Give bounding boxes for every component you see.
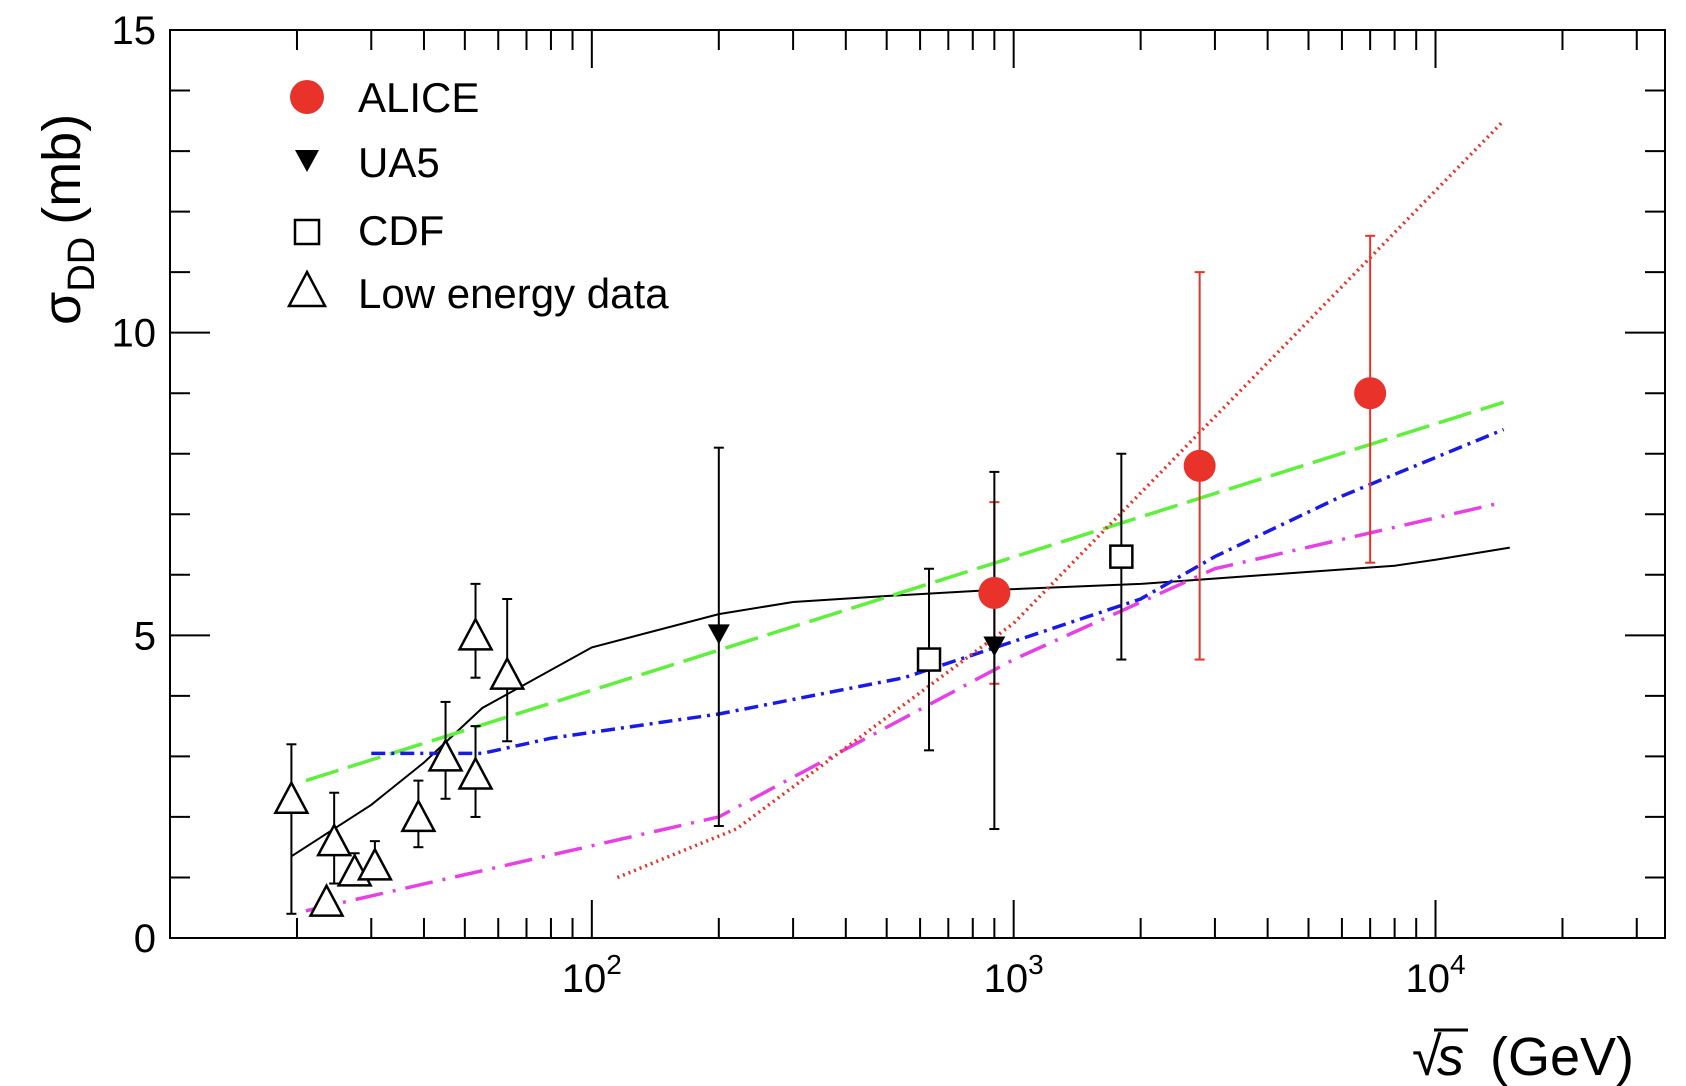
legend: ALICE UA5 CDF Low energy data — [286, 74, 669, 317]
x-tick-label-exponent: 4 — [1450, 949, 1466, 980]
point-low-energy-data — [273, 780, 310, 815]
point-ua5 — [983, 636, 1006, 657]
legend-label-alice: ALICE — [358, 74, 479, 121]
x-tick-label: 103 — [984, 949, 1044, 1001]
point-low-energy-data — [400, 798, 437, 833]
x-axis-ticks — [169, 30, 1638, 938]
point-low-energy-data — [427, 737, 464, 772]
legend-marker-ua5 — [295, 150, 319, 172]
point-low-energy-data — [457, 616, 494, 651]
legend-marker-cdf — [293, 218, 321, 246]
curve-dotted-red — [616, 119, 1505, 880]
x-tick-label: 104 — [1405, 949, 1465, 1001]
x-label-unit: (GeV) — [1490, 1027, 1634, 1086]
legend-label-cdf: CDF — [358, 207, 444, 254]
point-alice — [1183, 449, 1216, 482]
y-tick-label: 5 — [134, 614, 156, 658]
legend-marker-low-energy — [286, 269, 328, 308]
point-cdf — [916, 647, 942, 672]
x-tick-label-exponent: 3 — [1028, 949, 1044, 980]
data-markers — [273, 377, 1387, 917]
point-low-energy-data — [457, 755, 494, 790]
x-label-sqrt: √ — [1412, 1027, 1442, 1086]
x-tick-labels: 102 103 104 — [562, 949, 1466, 1001]
point-low-energy-data — [489, 656, 526, 690]
x-tick-label-base: 10 — [984, 957, 1029, 1001]
x-tick-label-base: 10 — [562, 957, 607, 1001]
y-tick-labels: 0 5 10 15 — [112, 9, 157, 961]
curve-dash-dot-magenta — [305, 500, 1504, 913]
x-tick-label: 102 — [562, 949, 622, 1001]
model-curves — [290, 119, 1510, 913]
y-label-subscript: DD — [61, 237, 103, 292]
plot-frame — [169, 29, 1666, 939]
point-alice — [1354, 377, 1387, 410]
x-label-variable: s — [1437, 1027, 1464, 1086]
y-tick-label: 0 — [134, 917, 156, 961]
y-tick-label: 15 — [112, 9, 157, 53]
legend-label-ua5: UA5 — [358, 139, 440, 186]
point-low-energy-data — [308, 883, 345, 917]
curve-long-dash-green — [305, 400, 1505, 783]
y-label-symbol: σ — [32, 292, 92, 325]
y-axis-ticks — [170, 29, 1665, 939]
y-label-unit: (mb) — [32, 114, 92, 225]
error-bars — [286, 234, 1376, 915]
x-tick-label-base: 10 — [1405, 957, 1450, 1001]
point-ua5 — [707, 624, 730, 645]
point-low-energy-data — [316, 822, 353, 857]
point-alice — [978, 576, 1011, 609]
curve-dash-dot-blue — [371, 427, 1505, 756]
y-tick-label: 10 — [112, 312, 157, 356]
point-cdf — [1109, 544, 1134, 569]
plot-area — [169, 29, 1666, 939]
legend-label-low-energy: Low energy data — [358, 270, 669, 317]
legend-marker-alice — [290, 80, 324, 114]
x-tick-label-exponent: 2 — [606, 949, 622, 980]
y-axis-label: σDD (mb) — [32, 114, 103, 325]
x-axis-label: √ s (GeV) — [1412, 1027, 1634, 1086]
point-low-energy-data — [356, 846, 393, 881]
